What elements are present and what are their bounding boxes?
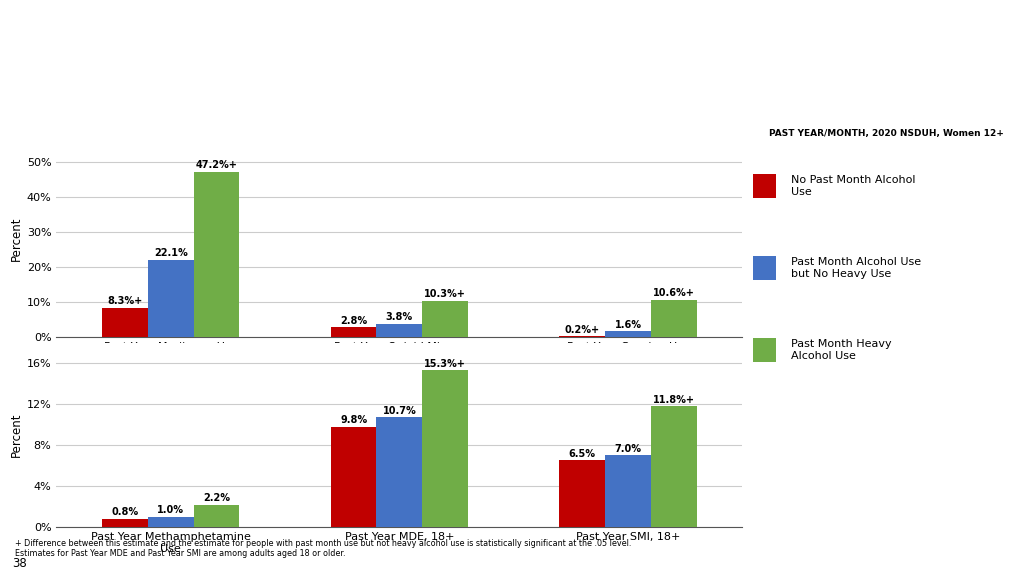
Text: Substance Use in Past Year: Among Women Aged 12+; Major Depressive Episode
(MDE): Substance Use in Past Year: Among Women … <box>15 34 657 88</box>
Text: Past Month Alcohol Use
but No Heavy Use: Past Month Alcohol Use but No Heavy Use <box>791 257 922 279</box>
Bar <box>559 460 605 527</box>
Text: 2.8%: 2.8% <box>340 316 368 325</box>
Text: 47.2%+: 47.2%+ <box>196 160 238 170</box>
Y-axis label: Percent: Percent <box>9 217 23 262</box>
Text: 2.2%: 2.2% <box>203 493 230 503</box>
Bar <box>147 260 194 337</box>
Text: 11.8%+: 11.8%+ <box>652 395 695 405</box>
Bar <box>102 308 147 337</box>
Text: 7.0%: 7.0% <box>614 444 642 454</box>
Text: 3.8%: 3.8% <box>386 312 413 322</box>
Bar <box>651 300 696 337</box>
Text: 6.5%: 6.5% <box>568 449 596 459</box>
Bar <box>651 406 696 527</box>
Text: Past Month Heavy
Alcohol Use: Past Month Heavy Alcohol Use <box>791 339 892 361</box>
Text: No Past Month Alcohol
Use: No Past Month Alcohol Use <box>791 175 915 197</box>
Bar <box>194 172 240 337</box>
Bar <box>331 327 377 337</box>
Text: 38: 38 <box>12 557 27 570</box>
Text: 8.3%+: 8.3%+ <box>108 297 142 306</box>
Bar <box>559 336 605 337</box>
Bar <box>102 519 147 527</box>
FancyBboxPatch shape <box>753 256 776 280</box>
Text: 10.3%+: 10.3%+ <box>424 289 466 300</box>
Text: 22.1%: 22.1% <box>154 248 187 258</box>
Text: 1.0%: 1.0% <box>157 505 184 516</box>
Text: 9.8%: 9.8% <box>340 415 368 425</box>
Bar <box>377 418 422 527</box>
Text: PAST YEAR/MONTH, 2020 NSDUH, Women 12+: PAST YEAR/MONTH, 2020 NSDUH, Women 12+ <box>769 129 1004 138</box>
Bar <box>147 517 194 527</box>
Text: 0.2%+: 0.2%+ <box>565 325 600 335</box>
FancyBboxPatch shape <box>753 338 776 362</box>
Text: 15.3%+: 15.3%+ <box>424 359 466 369</box>
Y-axis label: Percent: Percent <box>9 412 23 457</box>
Text: 10.7%: 10.7% <box>383 406 416 416</box>
Text: 0.8%: 0.8% <box>112 507 138 517</box>
Text: 1.6%: 1.6% <box>614 320 642 330</box>
Bar <box>605 456 651 527</box>
Bar <box>331 427 377 527</box>
Text: 10.6%+: 10.6%+ <box>653 289 694 298</box>
Bar <box>422 301 468 337</box>
Text: + Difference between this estimate and the estimate for people with past month u: + Difference between this estimate and t… <box>15 539 632 558</box>
Bar <box>422 370 468 527</box>
Bar <box>194 505 240 527</box>
Bar <box>377 324 422 337</box>
FancyBboxPatch shape <box>753 174 776 198</box>
Bar <box>605 331 651 337</box>
